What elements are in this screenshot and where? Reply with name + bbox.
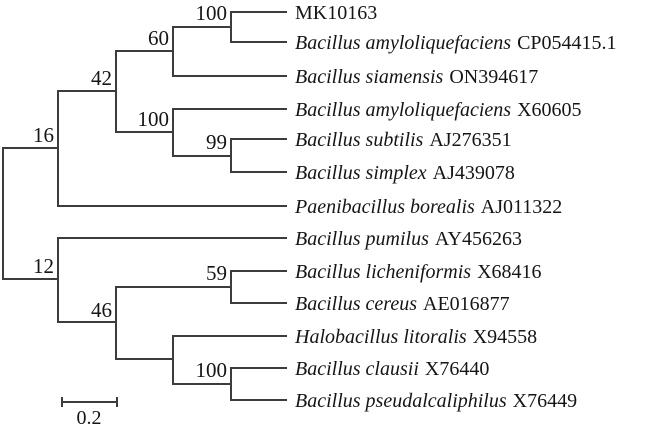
taxon-label: Bacillus subtilis AJ276351	[295, 129, 512, 151]
taxon-species-name: Bacillus simplex	[295, 162, 427, 184]
taxon-species-name: Paenibacillus borealis	[294, 196, 475, 218]
taxon-label: Bacillus amyloliquefaciens X60605	[295, 99, 582, 121]
taxon-species-name: Bacillus subtilis	[295, 129, 424, 151]
taxon-label: Bacillus siamensis ON394617	[295, 66, 538, 88]
taxon-label: Bacillus amyloliquefaciens CP054415.1	[295, 32, 617, 54]
taxon-label: MK10163	[295, 2, 377, 24]
bootstrap-value: 100	[138, 107, 170, 131]
bootstrap-value: 60	[148, 26, 169, 50]
bootstrap-value: 59	[206, 261, 227, 285]
taxon-species-name: Bacillus clausii	[295, 358, 419, 380]
taxon-accession: X94558	[473, 326, 537, 348]
taxon-accession: AJ439078	[433, 162, 515, 184]
taxon-accession: X68416	[477, 261, 541, 283]
taxon-species-name: Bacillus siamensis	[295, 66, 444, 88]
taxon-accession: AJ011322	[481, 196, 562, 218]
taxon-species-name: Halobacillus litoralis	[294, 326, 467, 348]
taxon-species-name: Bacillus amyloliquefaciens	[295, 99, 511, 121]
taxon-label: Bacillus licheniformis X68416	[295, 261, 542, 283]
bootstrap-value: 99	[206, 130, 227, 154]
bootstrap-value: 46	[91, 298, 112, 322]
taxon-label: Bacillus pumilus AY456263	[295, 228, 522, 250]
bootstrap-value: 12	[33, 254, 54, 278]
taxon-label: Bacillus simplex AJ439078	[295, 162, 515, 184]
taxon-accession: X76449	[513, 390, 577, 412]
taxon-label: Halobacillus litoralis X94558	[294, 326, 537, 348]
taxon-label: Bacillus clausii X76440	[295, 358, 489, 380]
taxon-accession: X60605	[517, 99, 581, 121]
bootstrap-value: 100	[196, 358, 228, 382]
taxon-species-name: Bacillus licheniformis	[295, 261, 471, 283]
taxon-label: Paenibacillus borealis AJ011322	[294, 196, 562, 218]
taxon-accession: AJ276351	[429, 129, 511, 151]
taxon-species-name: Bacillus amyloliquefaciens	[295, 32, 511, 54]
taxon-label: Bacillus cereus AE016877	[295, 293, 510, 315]
taxon-species-name: Bacillus cereus	[295, 293, 417, 315]
taxon-accession: ON394617	[449, 66, 538, 88]
bootstrap-value: 100	[196, 1, 228, 25]
taxon-accession: X76440	[425, 358, 489, 380]
taxon-label: Bacillus pseudalcaliphilus X76449	[295, 390, 577, 412]
taxon-species-name: Bacillus pumilus	[295, 228, 429, 250]
taxon-species-name: Bacillus pseudalcaliphilus	[295, 390, 507, 412]
taxon-accession: AE016877	[423, 293, 510, 315]
taxon-accession: CP054415.1	[517, 32, 616, 54]
bootstrap-value: 42	[91, 66, 112, 90]
bootstrap-value: 16	[33, 123, 54, 147]
scale-bar-label: 0.2	[77, 407, 102, 429]
taxon-accession: AY456263	[435, 228, 522, 250]
